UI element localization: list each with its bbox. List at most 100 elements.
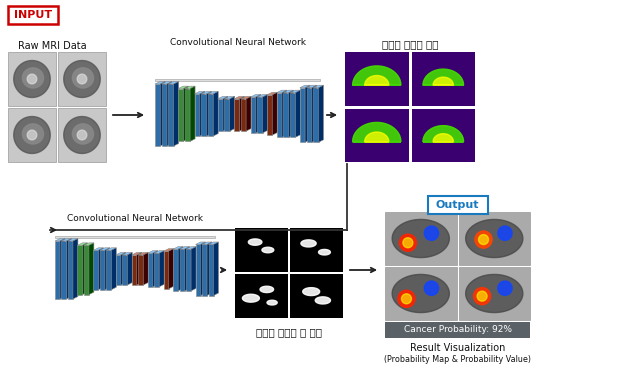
Bar bbox=[185, 89, 190, 141]
Polygon shape bbox=[305, 85, 310, 142]
Polygon shape bbox=[77, 243, 88, 245]
Polygon shape bbox=[60, 239, 65, 299]
Polygon shape bbox=[319, 85, 323, 142]
Bar bbox=[411, 52, 475, 105]
Bar bbox=[385, 322, 530, 338]
Polygon shape bbox=[433, 134, 454, 142]
Bar bbox=[55, 241, 60, 299]
Polygon shape bbox=[14, 116, 50, 154]
Polygon shape bbox=[132, 252, 142, 255]
Bar bbox=[62, 241, 66, 299]
Bar bbox=[290, 93, 295, 137]
Polygon shape bbox=[100, 248, 110, 250]
Circle shape bbox=[479, 234, 488, 244]
Bar bbox=[209, 244, 214, 296]
Polygon shape bbox=[72, 124, 93, 144]
Bar bbox=[154, 253, 159, 287]
Bar bbox=[202, 244, 207, 296]
Bar bbox=[132, 255, 137, 285]
Text: Raw MRI Data: Raw MRI Data bbox=[18, 41, 86, 51]
Polygon shape bbox=[208, 91, 218, 94]
Polygon shape bbox=[263, 95, 268, 133]
Text: 검출된 전립선 영역: 검출된 전립선 영역 bbox=[382, 39, 438, 49]
Polygon shape bbox=[178, 86, 188, 89]
Polygon shape bbox=[230, 96, 234, 131]
Bar bbox=[162, 84, 167, 146]
Bar bbox=[178, 89, 183, 141]
Polygon shape bbox=[313, 85, 323, 88]
Polygon shape bbox=[433, 77, 454, 85]
Polygon shape bbox=[143, 252, 148, 285]
Polygon shape bbox=[312, 85, 317, 142]
Polygon shape bbox=[272, 92, 277, 135]
Bar bbox=[277, 93, 282, 137]
Polygon shape bbox=[277, 90, 287, 93]
Bar bbox=[8, 108, 56, 162]
Polygon shape bbox=[160, 82, 165, 146]
Polygon shape bbox=[365, 76, 389, 85]
Bar bbox=[235, 228, 288, 272]
Polygon shape bbox=[207, 242, 212, 296]
Bar bbox=[77, 245, 83, 295]
Polygon shape bbox=[267, 300, 277, 305]
Polygon shape bbox=[214, 242, 219, 296]
Bar bbox=[195, 94, 200, 136]
Bar bbox=[385, 212, 457, 265]
Polygon shape bbox=[353, 122, 401, 142]
Bar bbox=[58, 108, 106, 162]
Bar bbox=[208, 94, 213, 136]
Text: Cancer Probability: 92%: Cancer Probability: 92% bbox=[403, 325, 512, 335]
FancyBboxPatch shape bbox=[428, 196, 488, 214]
Polygon shape bbox=[152, 251, 158, 287]
Polygon shape bbox=[178, 247, 183, 291]
Polygon shape bbox=[243, 294, 260, 302]
Polygon shape bbox=[180, 247, 190, 249]
Polygon shape bbox=[319, 249, 330, 255]
Polygon shape bbox=[84, 243, 94, 245]
Polygon shape bbox=[62, 239, 71, 241]
Polygon shape bbox=[392, 219, 449, 257]
Bar bbox=[411, 108, 475, 162]
Polygon shape bbox=[89, 243, 94, 295]
Bar bbox=[290, 274, 343, 318]
Polygon shape bbox=[223, 96, 228, 131]
Polygon shape bbox=[14, 60, 50, 98]
Polygon shape bbox=[116, 252, 126, 255]
Bar bbox=[251, 97, 256, 133]
Bar bbox=[459, 212, 530, 265]
Polygon shape bbox=[83, 243, 88, 295]
Circle shape bbox=[498, 226, 512, 240]
Polygon shape bbox=[191, 247, 196, 291]
Bar bbox=[235, 274, 288, 318]
Bar bbox=[345, 108, 408, 162]
Polygon shape bbox=[168, 82, 179, 84]
Polygon shape bbox=[190, 86, 195, 141]
Polygon shape bbox=[282, 90, 287, 137]
Polygon shape bbox=[183, 86, 188, 141]
Text: 검출된 전립선 암 영역: 검출된 전립선 암 영역 bbox=[256, 327, 322, 337]
Bar bbox=[313, 88, 319, 142]
Bar bbox=[106, 250, 112, 290]
Polygon shape bbox=[251, 95, 261, 97]
FancyBboxPatch shape bbox=[8, 6, 58, 24]
Polygon shape bbox=[353, 66, 401, 85]
Text: INPUT: INPUT bbox=[14, 10, 52, 20]
Polygon shape bbox=[122, 252, 132, 255]
Bar bbox=[218, 99, 223, 131]
Bar bbox=[234, 99, 239, 131]
Polygon shape bbox=[112, 248, 117, 290]
Polygon shape bbox=[224, 96, 234, 99]
Bar bbox=[385, 267, 457, 320]
Polygon shape bbox=[307, 85, 317, 88]
Circle shape bbox=[425, 281, 438, 295]
Bar bbox=[100, 250, 105, 290]
Polygon shape bbox=[98, 248, 103, 290]
Polygon shape bbox=[200, 242, 205, 296]
Polygon shape bbox=[392, 275, 449, 313]
Bar bbox=[8, 52, 56, 106]
Polygon shape bbox=[127, 252, 132, 285]
Polygon shape bbox=[27, 74, 37, 84]
Bar bbox=[241, 99, 246, 131]
Polygon shape bbox=[202, 91, 212, 94]
Polygon shape bbox=[290, 90, 301, 93]
